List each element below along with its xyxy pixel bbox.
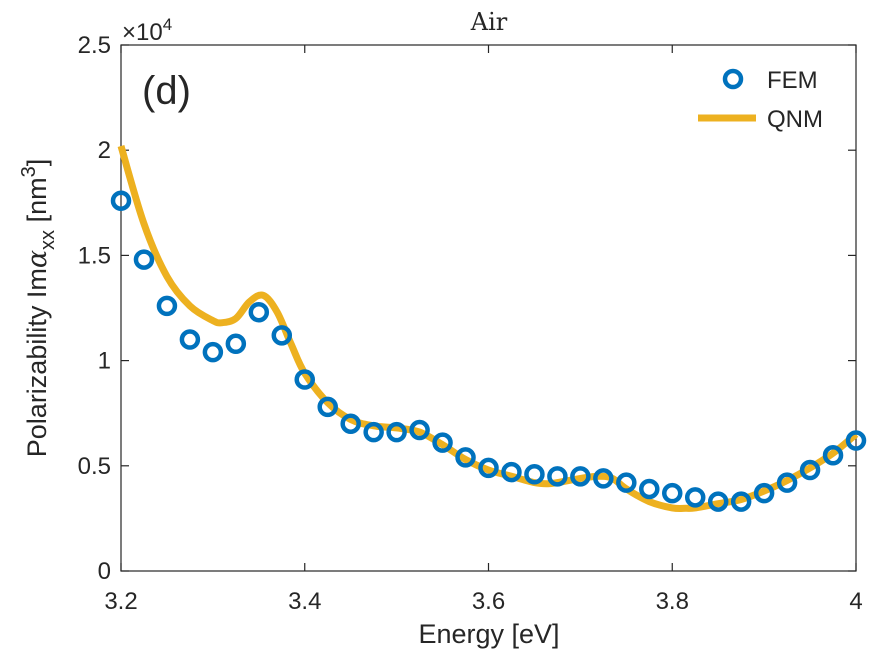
- plot-area: [120, 44, 857, 572]
- y-label-unit-close: ]: [22, 159, 52, 167]
- x-tick-label: 4: [849, 588, 862, 615]
- x-tick-label: 3.6: [472, 588, 505, 615]
- y-tick-label: 1.5: [78, 242, 111, 269]
- fem-point: [179, 329, 201, 350]
- fem-point: [707, 491, 729, 512]
- legend: FEM QNM: [698, 67, 823, 133]
- fem-point: [478, 457, 499, 479]
- fem-point: [524, 463, 545, 485]
- chart-title: Air: [470, 8, 508, 36]
- fem-point: [110, 190, 132, 211]
- fem-point: [294, 369, 315, 390]
- y-tick-label: 0.5: [78, 453, 111, 480]
- fem-point: [639, 478, 660, 500]
- fem-point: [271, 325, 293, 346]
- y-axis-label: Polarizability Imαxx [nm3]: [18, 159, 59, 457]
- fem-point: [225, 333, 247, 355]
- fem-point: [317, 396, 338, 418]
- fem-point: [156, 295, 178, 317]
- fem-point: [340, 413, 361, 434]
- legend-fem-marker: [722, 68, 744, 90]
- fem-point: [363, 421, 384, 443]
- y-tick-label: 1: [98, 348, 111, 375]
- y-multiplier-exponent: 4: [163, 15, 172, 34]
- y-multiplier-base: ×10: [122, 19, 163, 46]
- fem-point: [432, 432, 453, 453]
- fem-point: [662, 482, 683, 504]
- fem-point: [753, 482, 775, 504]
- fem-point: [730, 491, 752, 512]
- y-label-subscript: xx: [37, 230, 59, 250]
- x-tick-label: 3.8: [656, 588, 689, 615]
- ticks-group: [120, 44, 857, 572]
- fem-point: [799, 459, 821, 481]
- fem-point: [845, 430, 867, 451]
- legend-fem-label: FEM: [767, 67, 818, 94]
- fem-point: [501, 461, 522, 483]
- fem-point: [202, 341, 224, 363]
- fem-point: [593, 468, 614, 489]
- fem-point: [547, 466, 568, 487]
- y-tick-label: 0: [98, 558, 111, 585]
- fem-point: [409, 419, 430, 441]
- fem-point: [616, 472, 637, 493]
- fem-point: [386, 421, 407, 443]
- x-tick-label: 3.4: [288, 588, 321, 615]
- fem-point: [455, 447, 476, 468]
- fem-point: [570, 466, 591, 487]
- fem-point: [248, 301, 270, 323]
- fem-point: [822, 445, 844, 466]
- y-label-prefix: Polarizability Im: [22, 268, 52, 457]
- fem-point: [133, 249, 155, 270]
- fem-series-points: [110, 190, 867, 512]
- y-label-unit-open: [nm: [22, 177, 52, 230]
- y-label-alpha: α: [22, 250, 53, 268]
- x-axis-label: Energy [eV]: [418, 619, 559, 649]
- fem-point: [776, 472, 798, 493]
- y-tick-label: 2.5: [78, 32, 111, 59]
- panel-label: (d): [142, 69, 191, 113]
- fem-point: [684, 487, 706, 508]
- legend-qnm-label: QNM: [767, 106, 823, 133]
- x-tick-label: 3.2: [104, 588, 137, 615]
- y-label-superscript: 3: [18, 166, 40, 177]
- y-multiplier: ×104: [122, 15, 172, 46]
- y-tick-label: 2: [98, 137, 111, 164]
- tick-labels-group: 3.2 3.4 3.6 3.8 4 0 0.5 1 1.5 2 2.5: [78, 32, 863, 615]
